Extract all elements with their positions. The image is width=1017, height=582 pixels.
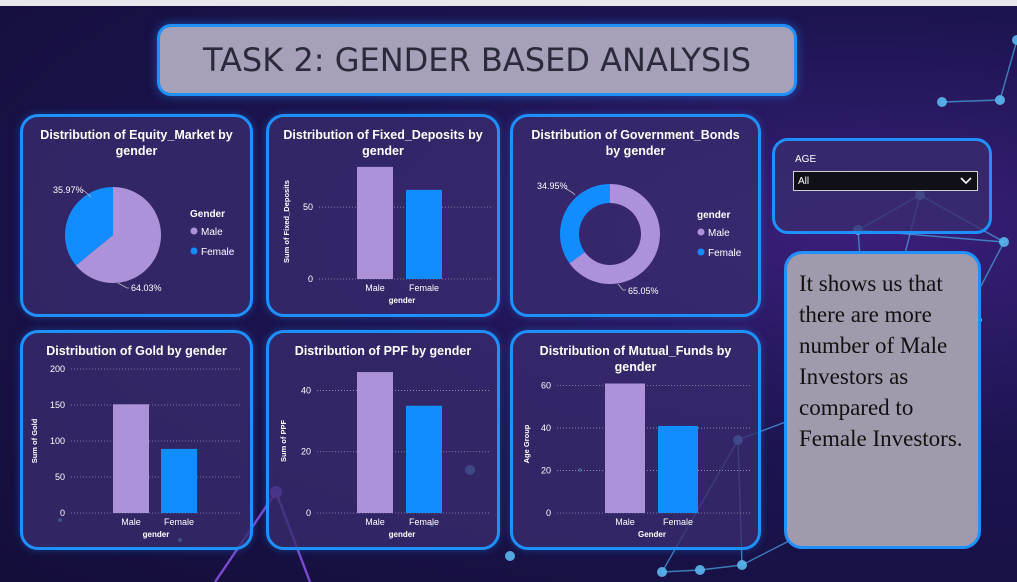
bar-male[interactable]	[605, 383, 645, 513]
dashboard-title-text: TASK 2: GENDER BASED ANALYSIS	[202, 41, 752, 79]
dashboard-title: TASK 2: GENDER BASED ANALYSIS	[157, 24, 797, 96]
pie-data-label: 34.95%	[537, 181, 568, 191]
pie-leader-line	[564, 187, 576, 196]
x-tick-label: Female	[663, 517, 693, 527]
gold-title: Distribution of Gold by gender	[46, 344, 227, 358]
pie-leader-line	[617, 283, 626, 291]
x-tick-label: Male	[615, 517, 635, 527]
equity-market-card[interactable]: Distribution of Equity_Market by gender …	[20, 114, 253, 317]
x-tick-label: Female	[164, 517, 194, 527]
government-bonds-chart[interactable]: 65.05% 34.95% gender Male Female	[513, 117, 764, 320]
gold-card[interactable]: Distribution of Gold by gender 0 50 100 150…	[20, 330, 253, 550]
y-tick-label: 100	[50, 436, 65, 446]
age-slicer-label: AGE	[795, 154, 817, 165]
legend-entry[interactable]: Male	[201, 227, 223, 238]
x-axis-label: Gender	[638, 530, 666, 539]
legend-marker	[190, 247, 198, 255]
government-bonds-card[interactable]: Distribution of Government_Bonds by gend…	[510, 114, 761, 317]
y-tick-label: 40	[301, 385, 311, 395]
gold-chart[interactable]: 0 50 100 150 200 Male Female gender Sum of Gold	[23, 333, 256, 553]
pie-slice-male[interactable]	[569, 184, 660, 284]
bar-female[interactable]	[658, 425, 698, 513]
legend-title: Gender	[190, 209, 225, 220]
pie-data-label: 65.05%	[628, 286, 659, 296]
fixed-deposits-card[interactable]: Distribution of Fixed_Deposits by gender…	[266, 114, 500, 317]
y-tick-label: 0	[60, 508, 65, 518]
y-axis-label: Sum of Fixed_Deposits	[282, 180, 291, 263]
y-tick-label: 50	[303, 202, 313, 212]
fixed-deposits-chart[interactable]: 0 50 Male Female gender Sum of Fixed_Deposits	[269, 117, 503, 320]
y-tick-label: 200	[50, 364, 65, 374]
y-tick-label: 20	[301, 447, 311, 457]
x-axis-label: gender	[143, 530, 170, 539]
equity-market-chart[interactable]: 64.03% 35.97% Gender Male Female	[23, 117, 256, 320]
age-slicer: AGE All	[772, 138, 992, 234]
y-tick-label: 0	[308, 274, 313, 284]
y-tick-label: 150	[50, 400, 65, 410]
x-tick-label: Male	[365, 283, 385, 293]
x-axis-label: gender	[389, 296, 416, 305]
y-axis-label: Age Group	[522, 424, 531, 463]
ppf-card[interactable]: Distribution of PPF by gender 0 20 40 Male F…	[266, 330, 500, 550]
mutual-funds-card[interactable]: Distribution of Mutual_Funds by gender 0…	[510, 330, 761, 550]
pie-data-label: 35.97%	[53, 185, 84, 195]
ppf-chart[interactable]: 0 20 40 Male Female gender Sum of PPF	[269, 333, 503, 553]
legend-entry[interactable]: Female	[708, 248, 742, 259]
bar-female[interactable]	[161, 448, 197, 513]
pie-slice-female[interactable]	[560, 184, 610, 264]
bar-male[interactable]	[357, 372, 393, 513]
y-tick-label: 50	[55, 472, 65, 482]
pie-slice-female[interactable]	[65, 187, 113, 266]
age-dropdown[interactable]: All	[793, 171, 978, 191]
legend-marker	[190, 227, 198, 235]
mutual-funds-title: Distribution of Mutual_Funds by gender	[539, 344, 732, 374]
bar-female[interactable]	[406, 405, 442, 513]
x-tick-label: Female	[409, 517, 439, 527]
equity-market-title: Distribution of Equity_Market by gender	[40, 128, 233, 158]
mutual-funds-chart[interactable]: 0 20 40 60 Male Female Gender Age Group	[513, 333, 764, 553]
ppf-title: Distribution of PPF by gender	[294, 344, 472, 358]
legend-entry[interactable]: Female	[201, 247, 235, 258]
x-axis-label: gender	[389, 530, 416, 539]
legend-title: gender	[697, 210, 730, 221]
x-tick-label: Female	[409, 283, 439, 293]
chevron-down-icon	[960, 177, 972, 185]
y-tick-label: 0	[306, 508, 311, 518]
y-tick-label: 20	[541, 466, 551, 476]
y-tick-label: 0	[546, 508, 551, 518]
legend-marker	[697, 248, 705, 256]
y-tick-label: 60	[541, 381, 551, 391]
fixed-deposits-title: Distribution of Fixed_Deposits by gender	[283, 128, 483, 158]
y-axis-label: Sum of Gold	[30, 418, 39, 463]
legend-marker	[697, 228, 705, 236]
y-tick-label: 40	[541, 423, 551, 433]
pie-slice-male[interactable]	[75, 187, 161, 283]
top-bar	[0, 0, 1017, 6]
x-tick-label: Male	[121, 517, 141, 527]
insight-note: It shows us that there are more number o…	[784, 251, 981, 549]
insight-note-text: It shows us that there are more number o…	[799, 271, 963, 451]
government-bonds-title: Distribution of Government_Bonds by gend…	[531, 128, 740, 158]
bar-male[interactable]	[113, 404, 149, 513]
bar-female[interactable]	[406, 189, 442, 279]
legend-entry[interactable]: Male	[708, 228, 730, 239]
y-axis-label: Sum of PPF	[279, 420, 288, 463]
age-dropdown-value: All	[798, 175, 810, 187]
bar-male[interactable]	[357, 166, 393, 279]
x-tick-label: Male	[365, 517, 385, 527]
pie-leader-line	[117, 282, 129, 289]
pie-leader-line	[82, 189, 92, 198]
pie-data-label: 64.03%	[131, 283, 162, 293]
